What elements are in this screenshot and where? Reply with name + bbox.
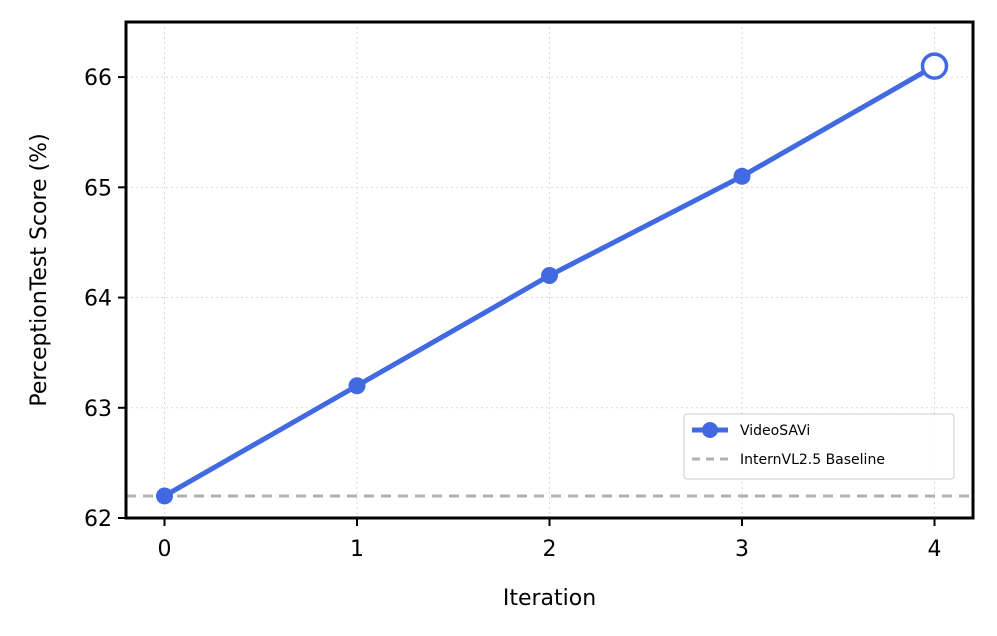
legend-box (683, 413, 955, 480)
data-point (541, 267, 558, 285)
x-axis-label: Iteration (503, 586, 596, 611)
data-point (920, 52, 949, 80)
legend: VideoSAVi InternVL2.5 Baseline (683, 413, 955, 480)
axis-ticks: 62 63 64 65 66 0 1 2 3 4 (84, 66, 942, 562)
x-tick-label: 3 (735, 537, 749, 562)
y-tick-label: 62 (84, 507, 112, 532)
legend-swatch-marker-videosavi (702, 422, 718, 438)
x-tick-label: 4 (928, 537, 942, 562)
x-tick-label: 2 (543, 537, 557, 562)
x-tick-label: 1 (350, 537, 364, 562)
y-tick-label: 66 (84, 66, 112, 91)
y-tick-label: 64 (84, 287, 112, 312)
x-tick-label: 0 (158, 537, 172, 562)
data-point (733, 167, 751, 185)
y-axis-label: PerceptionTest Score (%) (27, 133, 52, 406)
legend-label-baseline: InternVL2.5 Baseline (740, 452, 885, 468)
legend-label-videosavi: VideoSAVi (740, 423, 810, 439)
y-tick-label: 63 (84, 397, 112, 422)
data-point (348, 377, 366, 395)
data-point (156, 487, 173, 505)
series-layer (156, 52, 949, 505)
y-tick-label: 65 (84, 176, 112, 201)
